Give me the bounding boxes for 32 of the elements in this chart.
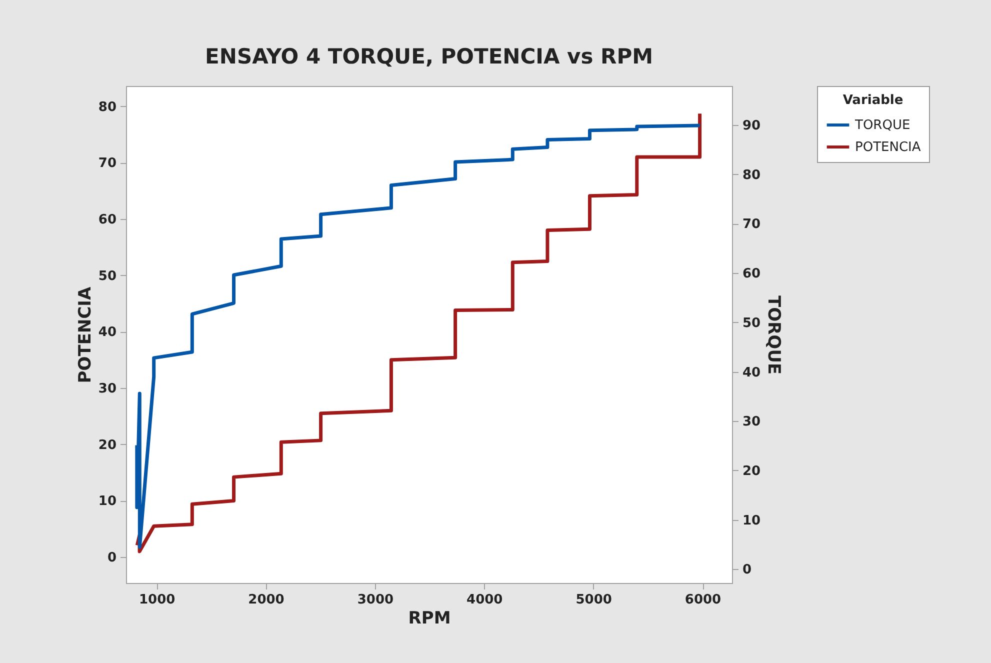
y-tick-label: 80 [98, 100, 116, 115]
y-tick-label: 0 [107, 550, 116, 566]
y2-tick-label: 80 [742, 168, 761, 183]
chart-title: ENSAYO 4 TORQUE, POTENCIA vs RPM [205, 44, 653, 68]
y-tick-label: 60 [98, 212, 116, 228]
y-axis-title: POTENCIA [75, 286, 96, 384]
y2-tick-label: 40 [742, 365, 761, 380]
y2-tick-label: 0 [742, 562, 752, 578]
y-tick-label: 20 [98, 438, 116, 453]
x-tick-label: 5000 [576, 592, 612, 608]
y2-tick-label: 30 [742, 414, 761, 430]
y2-axis-title: TORQUE [764, 295, 784, 375]
y2-tick-label: 20 [742, 464, 761, 479]
y-tick-label: 50 [98, 268, 116, 284]
y-tick-label: 10 [98, 494, 116, 510]
x-tick-label: 2000 [248, 592, 284, 608]
y2-tick-label: 90 [742, 118, 761, 134]
x-axis-title: RPM [408, 608, 451, 628]
y2-tick-label: 50 [742, 316, 761, 331]
y-tick-label: 30 [98, 382, 116, 397]
y-tick-label: 70 [98, 156, 116, 172]
x-tick-label: 6000 [684, 592, 722, 608]
y2-tick-label: 60 [742, 266, 761, 282]
x-tick-label: 4000 [466, 592, 503, 608]
x-tick-label: 1000 [138, 592, 176, 608]
y2-tick-label: 70 [742, 217, 761, 232]
x-tick-label: 3000 [357, 592, 394, 608]
legend-label: POTENCIA [855, 140, 921, 155]
y-tick-label: 40 [98, 325, 116, 340]
y2-tick-label: 10 [742, 513, 761, 528]
legend-label: TORQUE [854, 118, 910, 133]
legend-title: Variable [842, 93, 904, 108]
